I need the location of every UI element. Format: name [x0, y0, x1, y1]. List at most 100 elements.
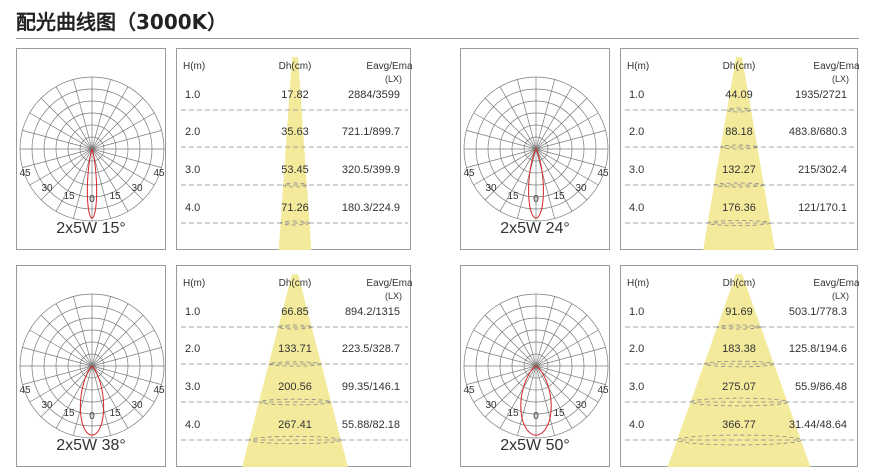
beam-spot-ellipse — [703, 360, 775, 368]
row-beam-diameter: 17.82 — [281, 89, 309, 101]
header-illuminance: Eavg/Emax — [366, 278, 412, 289]
polar-diagram-15: 45 30 15 0 15 30 45 — [19, 76, 165, 222]
row-illuminance: 31.44/48.64 — [789, 419, 847, 431]
beam-spot-ellipse — [676, 434, 802, 446]
row-illuminance: 1935/2721 — [795, 89, 847, 101]
row-beam-diameter: 132.27 — [722, 164, 756, 176]
row-beam-diameter: 200.56 — [278, 381, 312, 393]
header-beam-diameter: Dh(cm) — [279, 61, 312, 72]
beam-spot-ellipse — [716, 324, 762, 330]
polar-tick-label: 15 — [109, 191, 121, 202]
polar-diagram-38: 45 30 15 0 15 30 45 — [19, 293, 165, 439]
header-unit: (LX) — [385, 291, 402, 301]
row-beam-diameter: 71.26 — [281, 202, 309, 214]
row-height: 3.0 — [629, 164, 644, 176]
polar-tick-label: 45 — [153, 168, 165, 179]
polar-tick-label: 0 — [89, 411, 95, 422]
row-beam-diameter: 35.63 — [281, 126, 309, 138]
row-beam-diameter: 366.77 — [722, 419, 756, 431]
row-illuminance: 223.5/328.7 — [342, 343, 400, 355]
polar-panel-38: 45 30 15 0 15 30 45 2x5W 38° — [16, 265, 166, 467]
polar-tick-label: 45 — [597, 168, 609, 179]
row-height: 4.0 — [629, 419, 644, 431]
row-beam-diameter: 44.09 — [725, 89, 753, 101]
polar-tick-label: 15 — [507, 408, 519, 419]
light-beam-cone — [703, 57, 775, 250]
polar-tick-label: 15 — [507, 191, 519, 202]
row-illuminance: 894.2/1315 — [345, 306, 400, 318]
row-beam-diameter: 88.18 — [725, 126, 753, 138]
polar-tick-label: 30 — [575, 183, 587, 194]
beam-spot-ellipse — [277, 324, 313, 330]
beam-spot-ellipse — [726, 107, 752, 113]
header-height: H(m) — [183, 61, 205, 72]
cone-diagram-15: H(m) Dh(cm) Eavg/Emax (LX) 1.0 17.82 2884/3599… — [181, 57, 412, 250]
row-illuminance: 320.5/399.9 — [342, 164, 400, 176]
polar-tick-label: 30 — [131, 183, 143, 194]
light-distribution-curve — [79, 365, 105, 436]
row-illuminance: 55.9/86.48 — [795, 381, 847, 393]
light-distribution-curve — [520, 365, 552, 436]
polar-panel-24: 45 30 15 0 15 30 45 2x5W 24° — [460, 48, 610, 250]
beam-spot-ellipse — [720, 144, 758, 150]
row-illuminance: 55.88/82.18 — [342, 419, 400, 431]
row-beam-diameter: 275.07 — [722, 381, 756, 393]
polar-label-24: 2x5W 24° — [500, 220, 570, 237]
polar-tick-label: 45 — [463, 168, 475, 179]
polar-panel-50: 45 30 15 0 15 30 45 2x5W 50° — [460, 265, 610, 467]
title-divider — [16, 38, 859, 39]
cone-panel-38: H(m) Dh(cm) Eavg/Emax (LX) 1.0 66.85 894.2/131… — [176, 265, 412, 467]
header-illuminance: Eavg/Emax — [366, 61, 412, 72]
polar-label-50: 2x5W 50° — [500, 437, 570, 454]
row-illuminance: 2884/3599 — [348, 89, 400, 101]
polar-tick-label: 30 — [485, 400, 497, 411]
page-title: 配光曲线图（3000K） — [16, 10, 228, 34]
polar-tick-label: 15 — [109, 408, 121, 419]
beam-spot-ellipse — [690, 397, 788, 407]
row-illuminance: 121/170.1 — [798, 202, 847, 214]
row-illuminance: 180.3/224.9 — [342, 202, 400, 214]
row-height: 3.0 — [629, 381, 644, 393]
header-height: H(m) — [627, 61, 649, 72]
polar-tick-label: 15 — [63, 408, 75, 419]
cone-panel-50: H(m) Dh(cm) Eavg/Emax (LX) 1.0 91.69 503.1/778… — [620, 265, 859, 467]
header-unit: (LX) — [832, 291, 849, 301]
polar-grid — [463, 76, 609, 222]
polar-tick-label: 15 — [553, 191, 565, 202]
beam-spot-ellipse — [713, 182, 765, 188]
polar-tick-label: 30 — [41, 183, 53, 194]
row-illuminance: 483.8/680.3 — [789, 126, 847, 138]
row-height: 1.0 — [629, 89, 644, 101]
beam-spot-ellipse — [280, 220, 310, 226]
header-height: H(m) — [183, 278, 205, 289]
cone-diagram-50: H(m) Dh(cm) Eavg/Emax (LX) 1.0 91.69 503.1/778… — [625, 274, 859, 467]
polar-label-38: 2x5W 38° — [56, 437, 126, 454]
cone-diagram-38: H(m) Dh(cm) Eavg/Emax (LX) 1.0 66.85 894.2/131… — [181, 274, 412, 467]
header-height: H(m) — [627, 278, 649, 289]
polar-tick-label: 30 — [575, 400, 587, 411]
row-beam-diameter: 53.45 — [281, 164, 309, 176]
row-height: 4.0 — [185, 202, 200, 214]
header-unit: (LX) — [385, 74, 402, 84]
row-height: 2.0 — [629, 126, 644, 138]
header-beam-diameter: Dh(cm) — [279, 278, 312, 289]
header-unit: (LX) — [832, 74, 849, 84]
polar-tick-label: 45 — [19, 168, 31, 179]
beam-spot-ellipse — [282, 182, 308, 188]
beam-spot-ellipse — [248, 435, 342, 445]
header-beam-diameter: Dh(cm) — [723, 278, 756, 289]
polar-tick-label: 0 — [533, 411, 539, 422]
polar-label-15: 2x5W 15° — [56, 220, 126, 237]
row-height: 4.0 — [629, 202, 644, 214]
row-illuminance: 215/302.4 — [798, 164, 847, 176]
row-height: 1.0 — [185, 306, 200, 318]
row-illuminance: 721.1/899.7 — [342, 126, 400, 138]
row-beam-diameter: 66.85 — [281, 306, 309, 318]
polar-tick-label: 15 — [553, 408, 565, 419]
polar-tick-label: 0 — [533, 194, 539, 205]
row-illuminance: 125.8/194.6 — [789, 343, 847, 355]
polar-tick-label: 15 — [63, 191, 75, 202]
light-beam-cone — [242, 274, 348, 467]
row-beam-diameter: 176.36 — [722, 202, 756, 214]
polar-tick-label: 45 — [463, 385, 475, 396]
